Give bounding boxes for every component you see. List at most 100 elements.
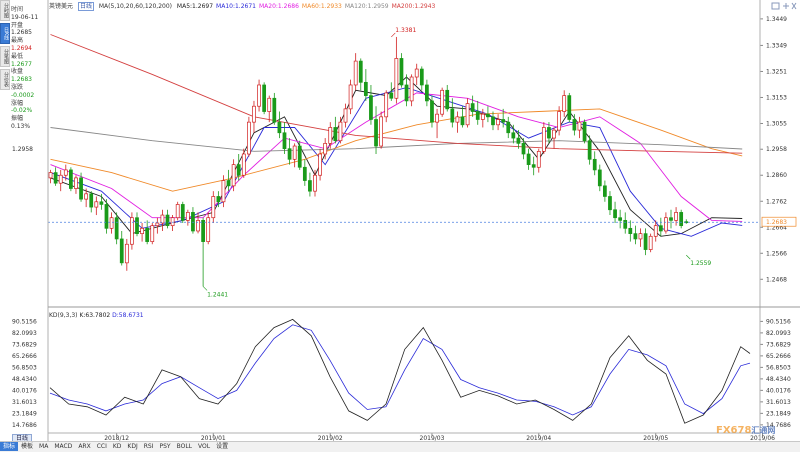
candle xyxy=(409,74,414,107)
indicator-tab[interactable]: 模板 xyxy=(21,443,34,450)
candle-body xyxy=(374,119,378,147)
candle xyxy=(150,223,155,245)
stock-chart[interactable]: 1.3449 1.3349 1.3251 1.3153 1.3055 1.2958 1.28… xyxy=(0,0,800,441)
candle xyxy=(419,66,424,91)
candle xyxy=(114,212,119,245)
candle-body xyxy=(628,227,633,234)
candle-body xyxy=(333,127,338,142)
indicator-tab[interactable]: RSI xyxy=(143,443,154,450)
candle xyxy=(618,209,623,229)
candle xyxy=(119,230,124,266)
candle-body xyxy=(419,68,424,86)
candle-body xyxy=(557,111,561,131)
kd-params[interactable]: KD(9,3,3) xyxy=(49,312,78,319)
indicator-tab[interactable]: PSY xyxy=(159,443,171,450)
candle-body xyxy=(608,196,612,211)
kd-tick-label-left: 82.0993 xyxy=(12,330,37,337)
candle xyxy=(145,220,150,245)
candle xyxy=(486,106,490,123)
kd-tick-label: 73.6829 xyxy=(766,341,791,348)
candle xyxy=(470,95,475,117)
candle xyxy=(84,188,89,208)
candle-body xyxy=(552,129,556,139)
sidebar-tab-intraday[interactable]: 分时图 xyxy=(0,0,10,21)
candle xyxy=(272,92,277,125)
indicator-tab[interactable]: BOLL xyxy=(176,443,193,450)
price-annotations: 1.3381 1.2441 1.2559 xyxy=(202,27,711,298)
sidebar-tab-ticks[interactable]: 分笔图 xyxy=(0,46,10,67)
time-value: 19-06-11 xyxy=(11,13,39,21)
indicator-tab[interactable]: VOL xyxy=(198,443,211,450)
indicator-tab[interactable]: 设置 xyxy=(216,443,229,450)
candle-body xyxy=(613,209,617,219)
candle-body xyxy=(135,217,139,234)
price-left-marker: 1.2958 xyxy=(12,146,33,153)
annotation-label: 1.3381 xyxy=(395,27,416,34)
candle-body xyxy=(272,97,277,123)
open-value: 1.2685 xyxy=(11,29,32,37)
candle-body xyxy=(287,148,292,160)
indicator-tab[interactable]: KD xyxy=(112,443,122,450)
settings-icon[interactable] xyxy=(771,2,780,10)
candle-body xyxy=(536,150,541,168)
candle xyxy=(236,154,241,181)
candle-body xyxy=(562,95,567,112)
period-tag[interactable]: 日线 xyxy=(77,2,94,11)
ma-params[interactable]: MA(5,10,20,60,120,200) xyxy=(98,3,172,10)
candle xyxy=(582,119,587,144)
candle xyxy=(369,84,373,125)
candle xyxy=(440,87,445,117)
candle-body xyxy=(445,89,450,110)
ma-value: MA200:1.2943 xyxy=(391,3,436,10)
low-value: 1.2677 xyxy=(11,60,32,68)
candle-body xyxy=(79,177,83,200)
indicator-tab[interactable]: ARX xyxy=(78,443,91,450)
price-tick-label: 1.3153 xyxy=(766,94,787,101)
candle xyxy=(175,201,180,221)
candle-body xyxy=(409,76,414,102)
indicator-tab[interactable]: MA xyxy=(39,443,49,450)
kd-k-line xyxy=(49,318,751,424)
candle xyxy=(267,95,272,123)
candle-body xyxy=(99,201,104,205)
candle-body xyxy=(150,225,155,242)
candle xyxy=(165,209,170,229)
candle-body xyxy=(104,204,109,229)
indicator-tab[interactable]: CCI xyxy=(96,443,107,450)
high-value: 1.2694 xyxy=(11,44,32,52)
candle-body xyxy=(94,201,99,208)
candle xyxy=(287,138,292,165)
kd-tick-label: 48.4340 xyxy=(766,376,791,383)
current-price-box xyxy=(761,216,797,227)
indicator-tab[interactable]: KDJ xyxy=(127,443,138,450)
indicator-toolbar: 指标 模板 MA MACD ARX CCI KD KDJ RSI PSY BOLL VOL 设置 xyxy=(0,441,800,452)
candle xyxy=(536,148,541,173)
candle xyxy=(674,207,678,226)
candle-body xyxy=(384,92,389,118)
sidebar-tab-daily-k[interactable]: 日K线 xyxy=(0,23,10,44)
candle-body xyxy=(475,111,480,120)
sidebar-tab-price-table[interactable]: 分价表 xyxy=(0,69,10,90)
left-sidebar: 分时图 日K线 分笔图 分价表 xyxy=(0,0,10,90)
candle-body xyxy=(130,217,134,245)
candle xyxy=(53,167,58,186)
candle-body xyxy=(74,177,78,189)
indicator-tab[interactable]: 指标 xyxy=(0,442,19,451)
candle xyxy=(425,79,429,107)
candle-body xyxy=(308,180,312,192)
kd-tick-label-left: 56.8503 xyxy=(12,364,37,371)
candle-body xyxy=(567,95,572,120)
close-icon[interactable] xyxy=(791,2,797,10)
indicator-tab[interactable]: MACD xyxy=(54,443,73,450)
candle-body xyxy=(58,174,63,184)
candle xyxy=(603,180,607,202)
candle xyxy=(430,95,434,128)
candle-body xyxy=(516,137,521,144)
add-icon[interactable] xyxy=(783,3,789,9)
candle-body xyxy=(460,116,465,126)
candle-body xyxy=(404,84,409,102)
time-label: 2019/01 xyxy=(201,435,226,441)
candle-body xyxy=(470,103,475,112)
candle-body xyxy=(206,217,211,242)
candle-body xyxy=(440,89,445,115)
